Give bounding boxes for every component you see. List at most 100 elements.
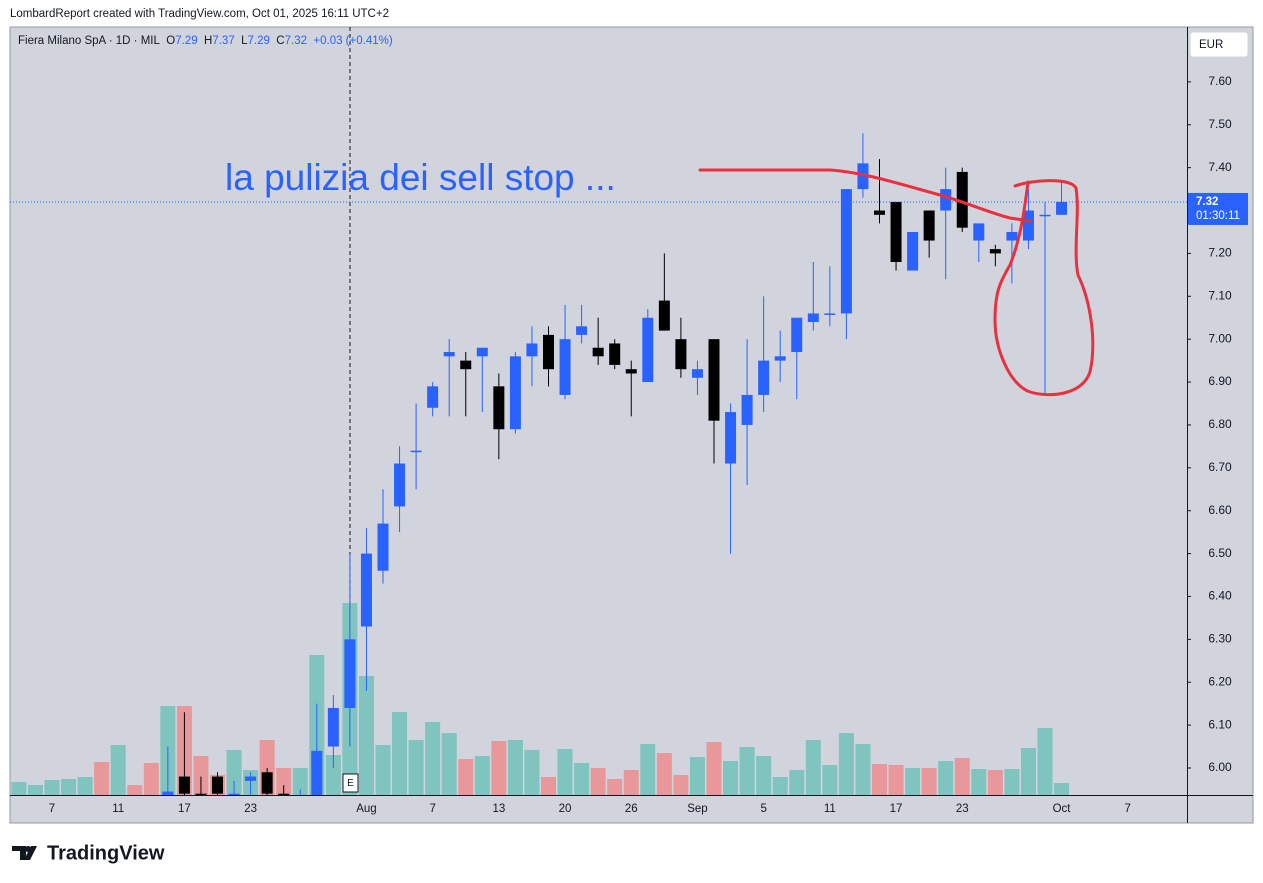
x-tick-label: 17 <box>890 803 903 815</box>
x-tick-label: 7 <box>429 803 435 815</box>
volume-bar <box>541 777 556 795</box>
candle-body <box>394 463 406 507</box>
y-tick-label: 6.80 <box>1208 417 1232 431</box>
candle-body <box>30 828 41 837</box>
countdown: 01:30:11 <box>1196 210 1240 222</box>
volume-bar <box>838 733 854 795</box>
candle-body <box>1006 231 1018 241</box>
volume-bar <box>954 758 970 795</box>
candle-body <box>327 707 339 747</box>
y-tick-label: 6.50 <box>1208 546 1232 560</box>
y-tick-label: 6.10 <box>1208 717 1232 731</box>
candle-body <box>178 776 190 794</box>
x-tick-label: Sep <box>687 803 707 815</box>
x-tick-label: Oct <box>1053 803 1072 815</box>
y-tick-label: 6.90 <box>1208 374 1232 388</box>
volume-bar <box>656 753 672 795</box>
candle-body <box>890 201 902 262</box>
volume-bar <box>375 745 391 795</box>
candle-body <box>741 394 753 425</box>
candle-body <box>1039 214 1051 217</box>
volume-bar <box>756 756 772 795</box>
candle-body <box>559 339 571 395</box>
candle-body <box>377 523 389 571</box>
candle-body <box>592 347 604 357</box>
volume-bar <box>325 755 341 795</box>
y-tick-label: 6.70 <box>1208 460 1232 474</box>
logo-text: TradingView <box>47 842 165 864</box>
candle-body <box>824 313 836 315</box>
volume-bar <box>425 722 441 795</box>
volume-bar <box>77 777 93 795</box>
volume-bar <box>1054 783 1070 795</box>
candle-body <box>807 313 819 323</box>
x-tick-label: 23 <box>956 803 969 815</box>
volume-bar <box>822 765 838 795</box>
candle-pane <box>10 133 1187 841</box>
open-label: O <box>166 35 176 47</box>
candle-body <box>228 793 240 795</box>
y-tick-label: 6.00 <box>1208 760 1232 774</box>
candle-body <box>1022 210 1034 241</box>
change: +0.03 (+0.41%) <box>313 35 393 47</box>
volume-bar <box>855 744 871 795</box>
candle-body <box>840 189 852 314</box>
close-label: C <box>276 35 285 47</box>
candle-body <box>923 210 935 241</box>
volume-bar <box>689 757 705 795</box>
candle-body <box>261 772 273 794</box>
event-marker[interactable] <box>342 773 359 793</box>
volume-bar <box>143 763 159 795</box>
volume-bar <box>723 761 739 795</box>
y-tick-label: 6.30 <box>1208 632 1232 646</box>
volume-bar <box>640 744 656 795</box>
candle-body <box>791 317 803 353</box>
currency-box[interactable] <box>1189 31 1249 58</box>
volume-bar <box>706 742 722 795</box>
candle-body <box>758 360 770 395</box>
candle-body <box>956 171 968 228</box>
currency: EUR <box>1199 39 1223 51</box>
legend: Fiera Milano SpA · 1D · MIL O7.29 H7.37 … <box>18 35 393 47</box>
candle-body <box>543 334 554 370</box>
x-tick-label: 7 <box>1125 803 1131 815</box>
volume-bar <box>524 750 540 795</box>
x-tick-label: 13 <box>492 803 505 815</box>
volume-bar <box>1037 728 1053 795</box>
candle-body <box>675 339 687 370</box>
volume-bar <box>94 762 110 795</box>
y-tick-label: 7.20 <box>1208 246 1232 260</box>
y-tick-label: 7.50 <box>1208 117 1232 131</box>
volume-bar <box>44 780 60 795</box>
candle-body <box>443 352 455 357</box>
candle-body <box>47 832 58 841</box>
x-tick-label: 5 <box>760 803 766 815</box>
volume-bar <box>921 768 937 795</box>
candle-body <box>493 386 505 430</box>
candle-body <box>774 356 786 361</box>
candle-body <box>476 347 488 357</box>
candle-body <box>642 317 654 383</box>
volume-bar <box>971 769 987 795</box>
candle-body <box>658 300 670 331</box>
x-tick-label: 11 <box>824 803 836 815</box>
logo-icon <box>12 846 37 860</box>
candle-body <box>526 343 538 357</box>
candle-body <box>460 360 472 370</box>
y-tick-label: 6.20 <box>1208 674 1232 688</box>
candle-body <box>725 412 737 464</box>
volume-bar <box>441 733 457 795</box>
candle-body <box>576 326 588 335</box>
volume-bar <box>292 768 308 795</box>
annotation-text: la pulizia dei sell stop ... <box>225 157 616 198</box>
x-tick-label: 7 <box>49 803 55 815</box>
x-tick-label: 17 <box>178 803 191 815</box>
candle-body <box>63 824 74 837</box>
chart-frame <box>9 26 1254 824</box>
volume-bar <box>408 740 424 795</box>
volume-bar <box>1004 769 1020 795</box>
volume-bar <box>474 756 490 795</box>
volume-bar <box>905 768 921 795</box>
candle-body <box>360 553 372 627</box>
